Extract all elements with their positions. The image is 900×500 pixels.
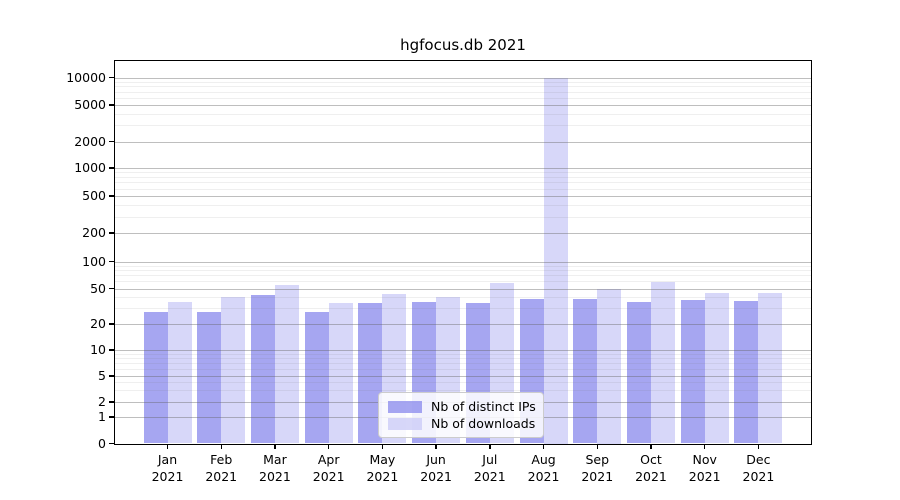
x-tick-year: 2021 [742,469,775,484]
y-tick-label: 50 [90,280,106,296]
x-tick-month: Jul [482,452,498,467]
y-tick-label: 200 [82,225,106,240]
x-tick-year: 2021 [527,469,560,484]
x-tick-label: Nov 2021 [678,451,732,485]
x-tick-label: Apr 2021 [302,451,356,485]
x-tick-label: Feb 2021 [194,451,248,485]
x-tick-month: Aug [531,452,556,467]
x-tick-year: 2021 [366,469,399,484]
x-tick-label: Aug 2021 [517,451,571,485]
y-tick-label: 0 [98,435,106,451]
y-tick-label: 5 [98,368,106,383]
x-tick-month: May [369,452,396,467]
y-tick-label: 5000 [74,97,106,112]
x-tick-label: Dec 2021 [731,451,785,485]
x-tick-month: Dec [746,452,771,467]
x-tick-year: 2021 [581,469,614,484]
y-tick-label: 10 [90,342,106,357]
x-tick-year: 2021 [205,469,238,484]
x-tick-month: Feb [210,452,233,467]
chart-title: hgfocus.db 2021 [400,36,526,54]
legend-swatch-distinct-ips [388,400,422,413]
y-tick-label: 1 [98,409,106,424]
x-tick-year: 2021 [312,469,345,484]
y-tick-label: 1000 [74,160,106,175]
x-tick-year: 2021 [259,469,291,484]
x-tick-month: Nov [692,452,717,467]
x-tick-year: 2021 [420,469,452,484]
x-tick-label: Oct 2021 [624,451,678,485]
legend-label-downloads: Nb of downloads [431,416,536,431]
legend-swatch-downloads [388,417,422,430]
x-tick-month: Jun [426,452,446,467]
y-tick-label: 100 [82,253,106,269]
x-tick-label: Jun 2021 [409,451,463,485]
x-tick-month: Oct [640,452,662,467]
legend-label-distinct-ips: Nb of distinct IPs [431,399,536,414]
y-tick-label: 10000 [66,69,106,85]
x-tick-year: 2021 [473,469,506,484]
y-tick-label: 500 [82,188,106,203]
legend-entry: Nb of downloads [388,415,536,432]
x-tick-month: Sep [585,452,610,467]
x-tick-label: Mar 2021 [248,451,302,485]
x-tick-year: 2021 [635,469,667,484]
x-tick-label: Sep 2021 [570,451,624,485]
x-tick-year: 2021 [688,469,721,484]
legend-entry: Nb of distinct IPs [388,398,536,415]
legend: Nb of distinct IPs Nb of downloads [378,392,544,438]
x-tick-year: 2021 [151,469,184,484]
x-tick-label: May 2021 [355,451,409,485]
y-tick-label: 2000 [74,133,106,149]
x-tick-month: Jan [157,452,178,467]
plot-border [114,60,812,445]
y-tick-label: 2 [98,394,106,409]
y-tick-label: 20 [90,316,106,331]
x-tick-label: Jul 2021 [463,451,517,485]
x-tick-month: Mar [263,452,287,467]
x-tick-month: Apr [317,452,340,467]
x-tick-label: Jan 2021 [141,451,195,485]
